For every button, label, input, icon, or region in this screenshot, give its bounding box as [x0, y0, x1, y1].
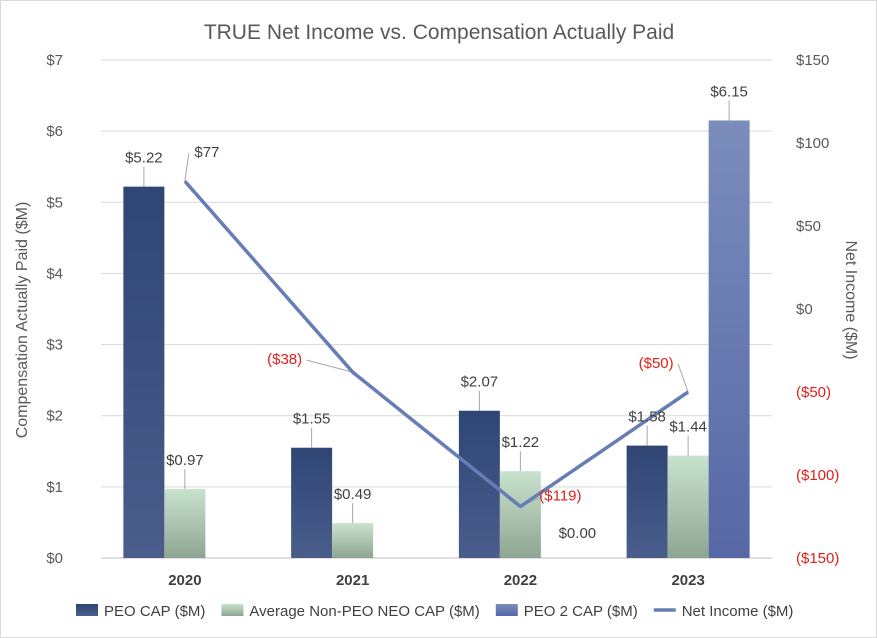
bar-peo-cap	[626, 445, 668, 558]
gridlines	[101, 59, 772, 559]
x-axis-tick-label: 2021	[336, 572, 369, 589]
legend-label: PEO 2 CAP ($M)	[524, 603, 638, 620]
net-income-label-leader	[184, 153, 190, 182]
right-axis-tick-label: $50	[796, 218, 821, 235]
bar-peo2-cap	[708, 120, 750, 558]
bar-data-label: $1.44	[669, 419, 707, 436]
right-axis-tick-label: ($50)	[796, 384, 831, 401]
left-axis-tick-label: $6	[46, 123, 63, 140]
bar-neo-cap	[667, 455, 709, 558]
x-axis-tick-label: 2023	[671, 572, 704, 589]
left-axis-ticks: $0 $1 $2 $3 $4 $5 $6 $7	[46, 52, 63, 567]
bar-peo-cap	[123, 186, 165, 559]
left-axis-tick-label: $2	[46, 408, 63, 425]
bar-data-label: $1.58	[628, 409, 666, 426]
bar-data-label: $0.49	[334, 486, 372, 503]
bar-peo-cap	[291, 447, 333, 558]
left-axis-tick-label: $0	[46, 550, 63, 567]
bar-data-label: $6.15	[710, 83, 748, 100]
net-income-data-label: ($50)	[639, 355, 674, 372]
left-axis-tick-label: $5	[46, 194, 63, 211]
legend-swatch	[495, 604, 518, 616]
right-axis-tick-label: ($100)	[796, 467, 839, 484]
bar-data-label: $1.22	[502, 434, 540, 451]
net-income-line	[183, 180, 690, 509]
left-axis-tick-label: $1	[46, 479, 63, 496]
x-axis-tick-label: 2022	[504, 572, 537, 589]
right-axis-tick-label: $0	[796, 301, 813, 318]
net-income-data-label: ($119)	[539, 488, 581, 505]
legend-label: Net Income ($M)	[682, 603, 794, 620]
left-axis-title: Compensation Actually Paid ($M)	[14, 202, 31, 439]
bars	[123, 120, 750, 559]
data-labels: $5.22 $0.97 $1.55 $0.49 $2.07 $1.22 $0.00 $1.58…	[125, 83, 748, 542]
legend-swatch	[221, 604, 244, 616]
x-axis-ticks: 2020 2021 2022 2023	[168, 572, 705, 589]
x-axis-tick-label: 2020	[168, 572, 201, 589]
legend: PEO CAP ($M) Average Non-PEO NEO CAP ($M)…	[76, 603, 793, 620]
net-income-data-label: $77	[194, 144, 219, 161]
right-axis-tick-label: ($150)	[796, 550, 839, 567]
chart-title: TRUE Net Income vs. Compensation Actuall…	[204, 21, 674, 44]
bar-data-label: $5.22	[125, 150, 163, 167]
bar-neo-cap	[164, 488, 206, 558]
right-axis-tick-label: $150	[796, 52, 829, 69]
right-axis-title: Net Income ($M)	[842, 240, 859, 359]
left-axis-tick-label: $4	[46, 265, 63, 282]
bar-neo-cap	[499, 471, 541, 558]
left-axis-tick-label: $3	[46, 337, 63, 354]
bar-data-label: $1.55	[293, 411, 331, 428]
net-income-data-label: ($38)	[267, 351, 302, 368]
right-axis-tick-label: $100	[796, 135, 829, 152]
right-axis-ticks: ($150) ($100) ($50) $0 $50 $100 $150	[796, 52, 839, 567]
bar-data-label: $2.07	[461, 374, 499, 391]
legend-label: Average Non-PEO NEO CAP ($M)	[249, 603, 479, 620]
legend-label: PEO CAP ($M)	[104, 603, 205, 620]
net-income-line-group	[183, 180, 690, 509]
legend-swatch	[76, 604, 98, 616]
net-income-label-leader	[677, 363, 689, 393]
net-income-label-leader	[306, 359, 353, 373]
left-axis-tick-label: $7	[46, 52, 63, 69]
bar-data-label: $0.97	[166, 452, 204, 469]
bar-data-label: $0.00	[559, 525, 597, 542]
bar-neo-cap	[332, 523, 374, 558]
